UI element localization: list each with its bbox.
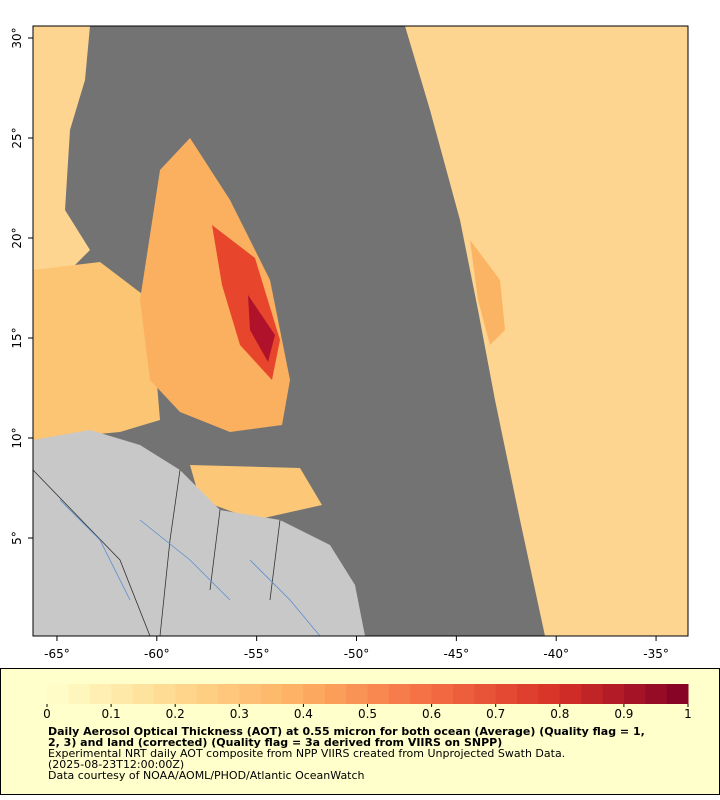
x-tick-label: -65° — [44, 647, 70, 661]
colorbar-bin — [431, 684, 454, 704]
axes: -65° -60° -55° -50° -45° -40° -35° 5° 10° 15° 20° 2… — [10, 27, 669, 661]
colorbar: 0 0.1 0.2 0.3 0.4 0.5 0.6 0.7 0.8 0.9 1 — [43, 684, 692, 721]
colorbar-bin — [559, 684, 582, 704]
colorbar-tick-label: 0.7 — [486, 707, 505, 721]
caption-title: 2, 3) and land (corrected) (Quality flag… — [48, 736, 502, 749]
colorbar-bin — [495, 684, 518, 704]
colorbar-bin — [581, 684, 604, 704]
colorbar-bin — [538, 684, 561, 704]
colorbar-tick-label: 0.2 — [166, 707, 185, 721]
colorbar-tick-label: 0.9 — [614, 707, 633, 721]
colorbar-tick-label: 0.8 — [550, 707, 569, 721]
colorbar-bin — [474, 684, 497, 704]
colorbar-bin — [623, 684, 646, 704]
land — [33, 430, 365, 636]
map-frame — [32, 25, 689, 637]
colorbar-bin — [452, 684, 475, 704]
colorbar-bin — [260, 684, 283, 704]
colorbar-bin — [367, 684, 390, 704]
x-tick-label: -60° — [144, 647, 170, 661]
x-tick-label: -35° — [643, 647, 669, 661]
colorbar-bin — [410, 684, 433, 704]
caption-line: Experimental NRT daily AOT composite fro… — [48, 747, 565, 760]
aerosol-plume-peak — [248, 295, 275, 362]
colorbar-tick-label: 0.6 — [422, 707, 441, 721]
y-tick-label: 5° — [10, 531, 24, 545]
caption-title: Daily Aerosol Optical Thickness (AOT) at… — [48, 725, 645, 738]
aerosol-patch — [190, 465, 322, 520]
colorbar-bin — [282, 684, 304, 704]
map-area — [32, 25, 689, 637]
x-tick-label: -40° — [543, 647, 569, 661]
colorbar-bin — [175, 684, 198, 704]
x-tick-label: -55° — [244, 647, 270, 661]
colorbar-bin — [666, 684, 689, 704]
colorbar-bin — [346, 684, 368, 704]
y-tick-label: 25° — [10, 127, 24, 148]
colorbar-tick-label: 0.4 — [294, 707, 313, 721]
colorbar-tick-label: 0.3 — [230, 707, 249, 721]
caption-line: (2025-08-23T12:00:00Z) — [48, 758, 184, 771]
colorbar-tick-label: 0 — [43, 707, 51, 721]
y-tick-label: 30° — [10, 27, 24, 48]
borders — [32, 469, 281, 637]
colorbar-bin — [217, 684, 240, 704]
aerosol-patch — [33, 26, 90, 270]
x-tick-label: -50° — [344, 647, 370, 661]
colorbar-bin — [324, 684, 347, 704]
colorbar-bin — [303, 684, 326, 704]
colorbar-tick-label: 1 — [684, 707, 692, 721]
colorbar-bin — [153, 684, 176, 704]
aerosol-patch — [33, 262, 160, 440]
colorbar-bin — [47, 684, 69, 704]
aerosol-patch — [470, 240, 505, 345]
y-tick-label: 20° — [10, 227, 24, 248]
colorbar-bin — [68, 684, 91, 704]
x-tick-label: -45° — [444, 647, 470, 661]
colorbar-bin — [517, 684, 539, 704]
colorbar-tick-label: 0.5 — [358, 707, 377, 721]
y-tick-label: 10° — [10, 427, 24, 448]
swath-right — [405, 26, 688, 636]
colorbar-bin — [388, 684, 411, 704]
colorbar-tick-label: 0.1 — [102, 707, 121, 721]
colorbar-bin — [602, 684, 625, 704]
colorbar-bin — [111, 684, 133, 704]
caption-line: Data courtesy of NOAA/AOML/PHOD/Atlantic… — [48, 769, 365, 782]
colorbar-bin — [89, 684, 112, 704]
colorbar-bin — [645, 684, 668, 704]
rivers — [59, 499, 321, 637]
colorbar-bin — [196, 684, 219, 704]
y-tick-label: 15° — [10, 327, 24, 348]
colorbar-bin — [132, 684, 155, 704]
colorbar-bin — [239, 684, 262, 704]
